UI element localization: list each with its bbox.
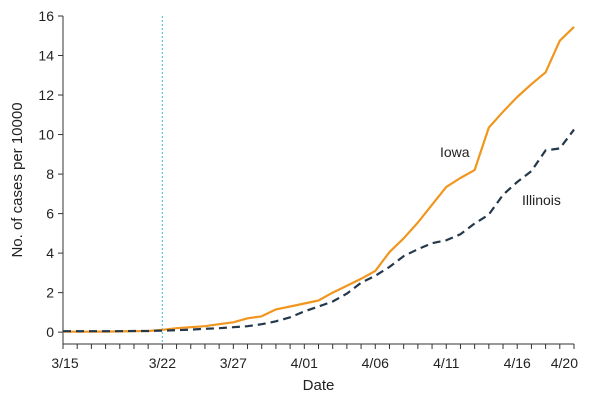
series-label-iowa: Iowa [440, 144, 470, 160]
y-tick-label: 6 [46, 206, 54, 222]
x-tick-label: 4/11 [433, 355, 459, 371]
x-tick-label: 4/20 [551, 355, 578, 371]
y-tick-label: 0 [46, 324, 54, 340]
x-tick-label: 4/16 [504, 355, 531, 371]
x-tick-label: 3/15 [51, 355, 78, 371]
series-group [63, 27, 574, 332]
y-tick-label: 12 [38, 87, 54, 103]
series-label-illinois: Illinois [522, 192, 561, 208]
y-tick-label: 8 [46, 166, 54, 182]
y-tick-label: 2 [46, 285, 54, 301]
y-tick-label: 10 [38, 127, 54, 143]
y-axis-title: No. of cases per 10000 [9, 102, 26, 257]
series-line-iowa [63, 27, 574, 332]
x-axis-title: Date [303, 377, 335, 394]
x-tick-label: 4/06 [362, 355, 389, 371]
x-tick-label: 3/22 [149, 355, 176, 371]
y-tick-label: 4 [46, 245, 54, 261]
x-tick-label: 3/27 [220, 355, 247, 371]
axes: 0 2 4 6 8 10 12 14 16 3/15 3/22 3/27 4/01 4/06 4/11 4/1… [38, 8, 578, 371]
x-tick-label: 4/01 [291, 355, 318, 371]
y-tick-label: 16 [38, 8, 54, 24]
y-tick-label: 14 [38, 48, 54, 64]
